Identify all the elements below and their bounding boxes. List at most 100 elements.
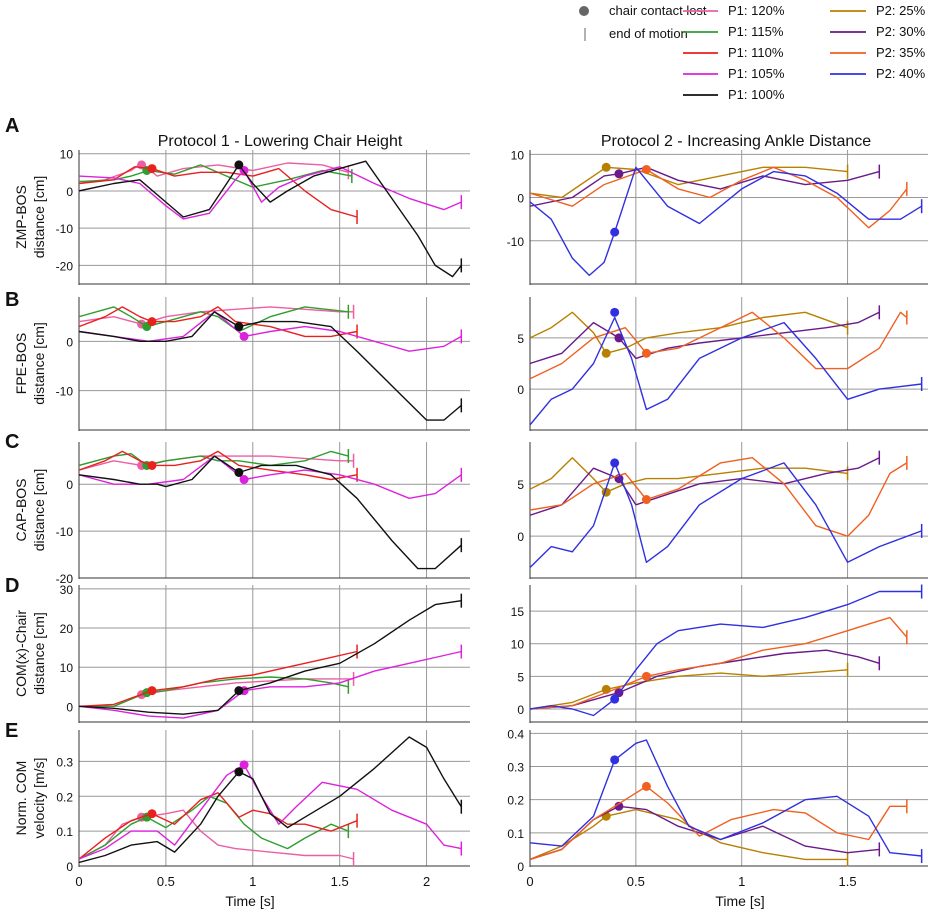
panel-b-p1: 0 -10 FPE-BOS distance [cm] <box>13 297 470 431</box>
y-tick-label: 15 <box>511 605 525 619</box>
series-line <box>530 457 880 516</box>
legend-label-p2-3: P2: 40% <box>876 66 926 81</box>
series-line <box>79 650 462 719</box>
panel-d-p1: 30 20 10 0 COM(x)-Chair distance [cm] <box>13 583 470 723</box>
y-tick-label: 20 <box>60 622 74 636</box>
chair-contact-marker <box>147 460 157 470</box>
y-tick-label: 0 <box>517 703 524 717</box>
legend-contact-label: chair contact lost <box>609 3 707 18</box>
x-tick-label: 2 <box>423 874 430 889</box>
chair-contact-marker <box>147 686 157 696</box>
y-axis-label-line: FPE-BOS <box>13 333 29 394</box>
legend-series: P1: 120% P1: 115% P1: 110% P1: 105% P1: 100%… <box>683 3 926 102</box>
y-axis-label-line: COM(x)-Chair <box>13 610 29 697</box>
series-line <box>79 164 352 188</box>
y-tick-label: 0 <box>66 860 73 874</box>
series-line <box>530 739 922 857</box>
y-axis-label: CAP-BOS distance [cm] <box>13 469 47 551</box>
chair-contact-marker <box>147 317 157 327</box>
series-line <box>79 455 462 499</box>
y-tick-label: 0.2 <box>56 790 73 804</box>
y-tick-label: -10 <box>507 235 525 249</box>
y-tick-label: 10 <box>511 148 525 162</box>
chair-contact-marker <box>614 333 624 343</box>
y-tick-label: 0 <box>517 530 524 544</box>
series-line <box>530 316 922 426</box>
y-tick-label: -10 <box>56 222 74 236</box>
panel-a-p2: 10 0 -10 <box>507 148 928 285</box>
y-tick-label: -10 <box>56 385 74 399</box>
y-tick-label: 0 <box>66 335 73 349</box>
panel-e-p1: 0.3 0.2 0.1 00 0.5 1 1.5 2 Norm. COM velocity [m/… <box>13 730 470 889</box>
legend-label-p2-0: P2: 25% <box>876 3 926 18</box>
chair-contact-marker <box>147 164 157 174</box>
series-line <box>530 166 908 229</box>
x-axis-label-p1: Time [s] <box>225 893 274 909</box>
series-line <box>79 676 349 707</box>
y-tick-label: 10 <box>60 661 74 675</box>
chair-contact-marker <box>614 169 624 179</box>
y-axis-label-line: Norm. COM <box>13 761 29 836</box>
col-title-protocol-2: Protocol 2 - Increasing Ankle Distance <box>601 133 871 150</box>
y-tick-label: 0 <box>66 185 73 199</box>
y-tick-label: 10 <box>511 638 525 652</box>
x-tick-label: 1.5 <box>839 874 857 889</box>
y-axis-label: ZMP-BOS distance [cm] <box>13 176 47 258</box>
series-line <box>79 795 349 860</box>
series-line <box>530 311 848 354</box>
y-axis-label-line: distance [cm] <box>31 469 47 551</box>
y-axis-label-line: CAP-BOS <box>13 478 29 541</box>
series-line <box>530 462 922 568</box>
chair-contact-marker <box>239 760 249 770</box>
chair-contact-marker <box>610 755 620 765</box>
panel-d-p2: 15 10 5 0 <box>511 584 928 723</box>
chair-contact-marker <box>614 801 624 811</box>
y-tick-label: -10 <box>56 525 74 539</box>
y-axis-label: COM(x)-Chair distance [cm] <box>13 610 47 697</box>
series-line <box>530 785 907 861</box>
x-tick-label: 1.5 <box>331 874 349 889</box>
x-tick-label: 0 <box>75 874 82 889</box>
series-line <box>79 306 358 338</box>
panel-a-p1: 10 0 -10 -20 ZMP-BOS distance [cm] <box>13 148 470 285</box>
chair-contact-marker <box>239 475 249 485</box>
series-line <box>530 166 922 277</box>
series-line <box>530 311 908 380</box>
y-tick-label: 30 <box>60 583 74 597</box>
x-tick-label: 0.5 <box>157 874 175 889</box>
series-line <box>79 792 358 860</box>
chair-contact-marker <box>641 781 651 791</box>
y-axis-label-line: velocity [m/s] <box>31 758 47 839</box>
chair-contact-marker <box>610 307 620 317</box>
chair-contact-marker <box>610 694 620 704</box>
legend-label-p1-3: P1: 105% <box>728 66 785 81</box>
y-tick-label: 0.2 <box>507 794 524 808</box>
row-letter-e: E <box>5 720 18 742</box>
series-line <box>530 166 848 199</box>
x-tick-label: 0.5 <box>627 874 645 889</box>
panel-c-p2: 50 <box>517 442 928 579</box>
chair-contact-marker <box>147 809 157 819</box>
y-tick-label: 10 <box>60 148 74 162</box>
series-line <box>79 736 462 864</box>
chair-contact-marker <box>601 162 611 172</box>
row-letter-c: C <box>5 431 19 453</box>
chair-contact-marker <box>234 467 244 477</box>
x-tick-label: 0 <box>526 874 533 889</box>
series-line <box>79 306 354 325</box>
y-axis-label-line: distance [cm] <box>31 322 47 404</box>
series-line <box>79 455 462 570</box>
y-tick-label: -20 <box>56 259 74 273</box>
y-axis-label-line: ZMP-BOS <box>13 185 29 249</box>
chair-contact-marker <box>601 348 611 358</box>
series-line <box>79 311 462 421</box>
row-letter-b: B <box>5 289 19 311</box>
y-tick-label: 0.4 <box>507 727 524 741</box>
series-line <box>79 166 358 218</box>
y-axis-label-line: distance [cm] <box>31 176 47 258</box>
y-tick-label: 0 <box>517 383 524 397</box>
series-line <box>79 166 462 220</box>
y-tick-label: 5 <box>517 332 524 346</box>
